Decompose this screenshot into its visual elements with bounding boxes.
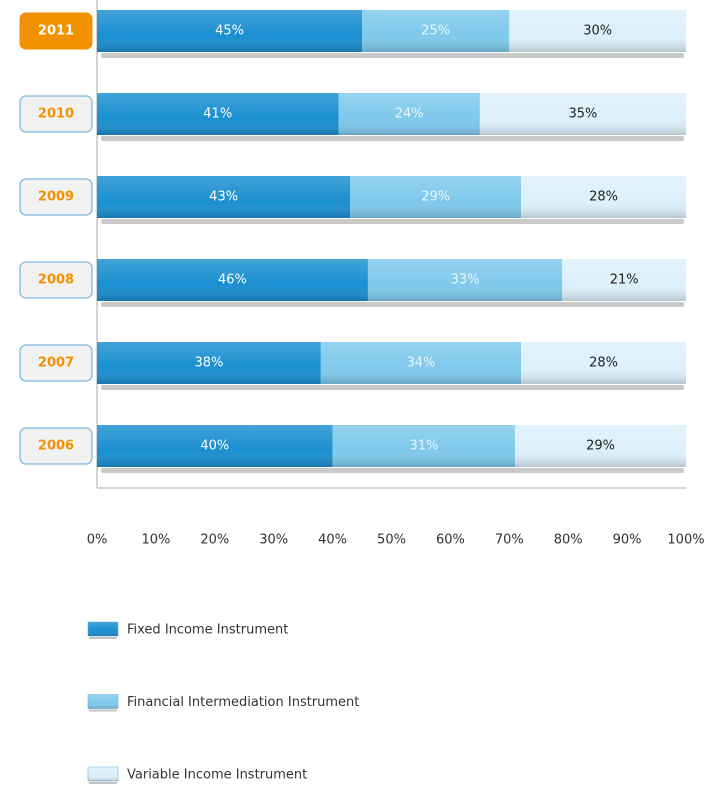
legend-label: Variable Income Instrument [127, 768, 307, 783]
bar-gloss [97, 259, 368, 301]
bar-gloss [332, 425, 516, 467]
bar-gloss [338, 93, 480, 135]
category-box [19, 95, 93, 133]
bar-gloss [515, 425, 686, 467]
bar-gloss [562, 259, 686, 301]
category-label: 2010 [38, 107, 74, 122]
x-tick-label: 60% [436, 533, 465, 548]
value-label: 29% [421, 190, 450, 205]
bar-gloss [479, 93, 686, 135]
category-box [19, 178, 93, 216]
category-box [19, 344, 93, 382]
bar-gloss [97, 425, 333, 467]
value-label: 40% [200, 439, 229, 454]
bar-gloss [97, 10, 363, 52]
value-label: 35% [568, 107, 597, 122]
value-label: 25% [421, 24, 450, 39]
bar-shadow [101, 219, 684, 224]
x-tick-label: 50% [377, 533, 406, 548]
value-label: 45% [215, 24, 244, 39]
bar-gloss [521, 176, 686, 218]
x-tick-label: 70% [495, 533, 524, 548]
legend-gloss [88, 767, 118, 781]
bar-shadow [101, 302, 684, 307]
x-tick-label: 30% [259, 533, 288, 548]
bar-shadow [101, 136, 684, 141]
legend-gloss [88, 694, 118, 709]
value-label: 38% [194, 356, 223, 371]
category-box [19, 261, 93, 299]
bar-gloss [521, 342, 686, 384]
category-label: 2007 [38, 356, 74, 371]
value-label: 43% [209, 190, 238, 205]
x-tick-label: 0% [87, 533, 108, 548]
bar-gloss [97, 342, 321, 384]
bar-gloss [97, 93, 339, 135]
legend-label: Financial Intermediation Instrument [127, 695, 359, 710]
bar-gloss [350, 176, 522, 218]
value-label: 24% [395, 107, 424, 122]
value-label: 30% [583, 24, 612, 39]
bar-gloss [509, 10, 686, 52]
value-label: 33% [451, 273, 480, 288]
value-label: 41% [203, 107, 232, 122]
legend-shadow [89, 782, 117, 784]
value-label: 28% [589, 356, 618, 371]
bar-gloss [97, 176, 351, 218]
bar-gloss [367, 259, 563, 301]
bar-shadow [101, 53, 684, 58]
category-box [19, 12, 93, 50]
value-label: 29% [586, 439, 615, 454]
x-tick-label: 20% [200, 533, 229, 548]
bar-shadow [101, 385, 684, 390]
x-tick-label: 10% [141, 533, 170, 548]
value-label: 21% [610, 273, 639, 288]
legend-gloss [88, 622, 118, 636]
bar-gloss [320, 342, 522, 384]
value-label: 46% [218, 273, 247, 288]
x-tick-label: 40% [318, 533, 347, 548]
category-box [19, 427, 93, 465]
x-tick-label: 100% [667, 533, 704, 548]
value-label: 28% [589, 190, 618, 205]
value-label: 31% [409, 439, 438, 454]
legend-shadow [89, 709, 117, 712]
x-tick-label: 80% [554, 533, 583, 548]
legend-shadow [89, 637, 117, 639]
value-label: 34% [406, 356, 435, 371]
category-label: 2006 [38, 439, 74, 454]
legend-label: Fixed Income Instrument [127, 623, 288, 638]
category-label: 2008 [38, 273, 74, 288]
bar-shadow [101, 468, 684, 473]
x-tick-label: 90% [613, 533, 642, 548]
bar-gloss [362, 10, 510, 52]
category-label: 2011 [38, 24, 74, 39]
category-label: 2009 [38, 190, 74, 205]
